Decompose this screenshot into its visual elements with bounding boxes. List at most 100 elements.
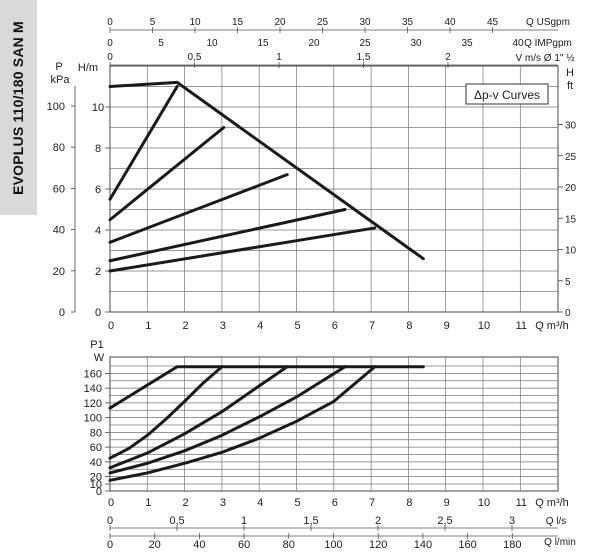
lower-x-tick-label: 7 xyxy=(369,497,375,509)
kpa-tick-label: 60 xyxy=(53,183,65,195)
top-axis-usgpm-label: 20 xyxy=(274,17,286,28)
top-axis-impgpm-label: 40 xyxy=(512,38,524,49)
top-axis-velocity-label: 1 xyxy=(276,52,282,63)
kpa-axis-p-label: P xyxy=(55,61,62,73)
top-axis-usgpm-label: 30 xyxy=(359,17,371,28)
bottom-axis-ls-label: 0,5 xyxy=(169,515,184,527)
upper-y-tick-label: 4 xyxy=(95,225,101,237)
upper-x-tick-label: 10 xyxy=(478,320,490,332)
lower-x-tick-label: 6 xyxy=(332,497,338,509)
lower-x-tick-label: 1 xyxy=(145,497,151,509)
ft-axis-unit: ft xyxy=(567,80,573,92)
top-axis-impgpm-label: 5 xyxy=(158,38,164,49)
lower-x-tick-label: 3 xyxy=(220,497,226,509)
top-axis-velocity-label: 0 xyxy=(107,52,113,63)
kpa-tick-label: 100 xyxy=(47,101,65,113)
lower-curve-0 xyxy=(108,365,425,410)
ft-tick-label: 0 xyxy=(565,308,571,319)
ft-tick-label: 5 xyxy=(565,277,571,288)
lower-y-tick-label: 120 xyxy=(84,398,102,410)
lower-curve-2 xyxy=(108,365,289,470)
upper-x-tick-label: 6 xyxy=(332,320,338,332)
ft-axis-label: H xyxy=(566,67,574,79)
lower-y-tick-label: 80 xyxy=(90,427,102,439)
upper-y-tick-label: 0 xyxy=(95,307,101,319)
upper-x-tick-label: 0 xyxy=(108,320,114,332)
upper-x-tick-label: 3 xyxy=(220,320,226,332)
upper-curve-2 xyxy=(108,126,226,222)
lower-x-tick-label: 0 xyxy=(108,497,114,509)
upper-curve-0 xyxy=(108,80,425,261)
upper-y-axis-label: H/m xyxy=(78,62,98,74)
lower-y-tick-label: 0 xyxy=(96,486,102,498)
bottom-axis-ls-label: 2,5 xyxy=(437,515,452,527)
upper-curve-5 xyxy=(108,226,377,273)
ft-tick-label: 25 xyxy=(565,152,577,163)
lower-x-tick-label: 5 xyxy=(294,497,300,509)
bottom-axis-lmin-label: 140 xyxy=(414,539,432,551)
lower-x-tick-label: 9 xyxy=(444,497,450,509)
top-axis-velocity-label: 1,5 xyxy=(357,52,371,63)
lower-y-axis-label: P1 xyxy=(90,339,103,351)
lower-x-axis-label: Q m³/h xyxy=(535,497,569,509)
top-axis-velocity-label: 2 xyxy=(445,52,451,63)
bottom-axis-ls-label: 0 xyxy=(107,515,113,527)
upper-y-tick-label: 8 xyxy=(95,143,101,155)
top-axis-impgpm-label: 30 xyxy=(410,38,422,49)
top-axis-impgpm-label: 20 xyxy=(308,38,320,49)
upper-x-tick-label: 5 xyxy=(294,320,300,332)
lower-x-tick-label: 2 xyxy=(183,497,189,509)
lower-x-tick-label: 8 xyxy=(406,497,412,509)
kpa-axis-unit-label: kPa xyxy=(51,74,71,86)
ft-tick-label: 10 xyxy=(565,246,577,257)
top-axis-usgpm-label: 45 xyxy=(487,17,499,28)
top-axis-impgpm-label: 35 xyxy=(461,38,473,49)
bottom-axis-lmin-title: Q l/min xyxy=(544,537,576,548)
upper-curve-1 xyxy=(108,85,179,201)
bottom-axis-lmin-label: 0 xyxy=(107,539,113,551)
kpa-tick-label: 80 xyxy=(53,142,65,154)
top-axis-impgpm-title: Q IMPgpm xyxy=(524,38,572,49)
bottom-axis-lmin-label: 80 xyxy=(283,539,295,551)
top-axis-usgpm-label: 35 xyxy=(402,17,414,28)
lower-y-tick-label: 100 xyxy=(84,413,102,425)
kpa-tick-label: 0 xyxy=(59,307,65,319)
lower-x-tick-label: 4 xyxy=(257,497,263,509)
lower-y-axis-unit: W xyxy=(94,352,105,364)
lower-y-tick-label: 20 xyxy=(90,472,102,484)
top-axis-impgpm-label: 0 xyxy=(107,38,113,49)
upper-x-axis-label: Q m³/h xyxy=(535,320,569,332)
bottom-axis-ls-label: 3 xyxy=(509,515,515,527)
lower-y-tick-label: 140 xyxy=(84,383,102,395)
lower-x-tick-label: 11 xyxy=(516,497,527,509)
upper-x-tick-label: 1 xyxy=(145,320,151,332)
top-axis-velocity-title: V m/s Ø 1" ½ xyxy=(515,53,575,64)
kpa-tick-label: 40 xyxy=(53,225,65,237)
upper-x-tick-label: 8 xyxy=(406,320,412,332)
top-axis-usgpm-label: 5 xyxy=(150,17,156,28)
ft-tick-label: 30 xyxy=(565,121,577,132)
lower-curve-1 xyxy=(108,365,224,460)
bottom-axis-ls-label: 1,5 xyxy=(303,515,318,527)
top-axis-velocity-label: 0,5 xyxy=(188,52,202,63)
legend-box xyxy=(465,83,549,105)
bottom-axis-lmin-label: 20 xyxy=(149,539,161,551)
lower-y-tick-label: 60 xyxy=(90,442,102,454)
upper-curve-4 xyxy=(108,208,347,263)
bottom-axis-ls-label: 2 xyxy=(375,515,381,527)
sidebar-title-band: EVOPLUS 110/180 SAN M xyxy=(0,0,37,215)
upper-x-tick-label: 11 xyxy=(516,320,527,332)
lower-curve-4 xyxy=(108,365,377,482)
lower-curve-3 xyxy=(108,365,347,475)
top-axis-impgpm-label: 25 xyxy=(359,38,371,49)
bottom-axis-ls-label: 1 xyxy=(241,515,247,527)
bottom-axis-lmin-label: 160 xyxy=(458,539,476,551)
lower-y-tick-label: 160 xyxy=(84,368,102,380)
bottom-axis-lmin-label: 120 xyxy=(369,539,387,551)
bottom-axis-lmin-label: 60 xyxy=(238,539,250,551)
upper-y-tick-label: 6 xyxy=(95,184,101,196)
bottom-axis-lmin-label: 100 xyxy=(324,539,342,551)
top-axis-usgpm-label: 25 xyxy=(317,17,329,28)
upper-x-tick-label: 4 xyxy=(257,320,263,332)
